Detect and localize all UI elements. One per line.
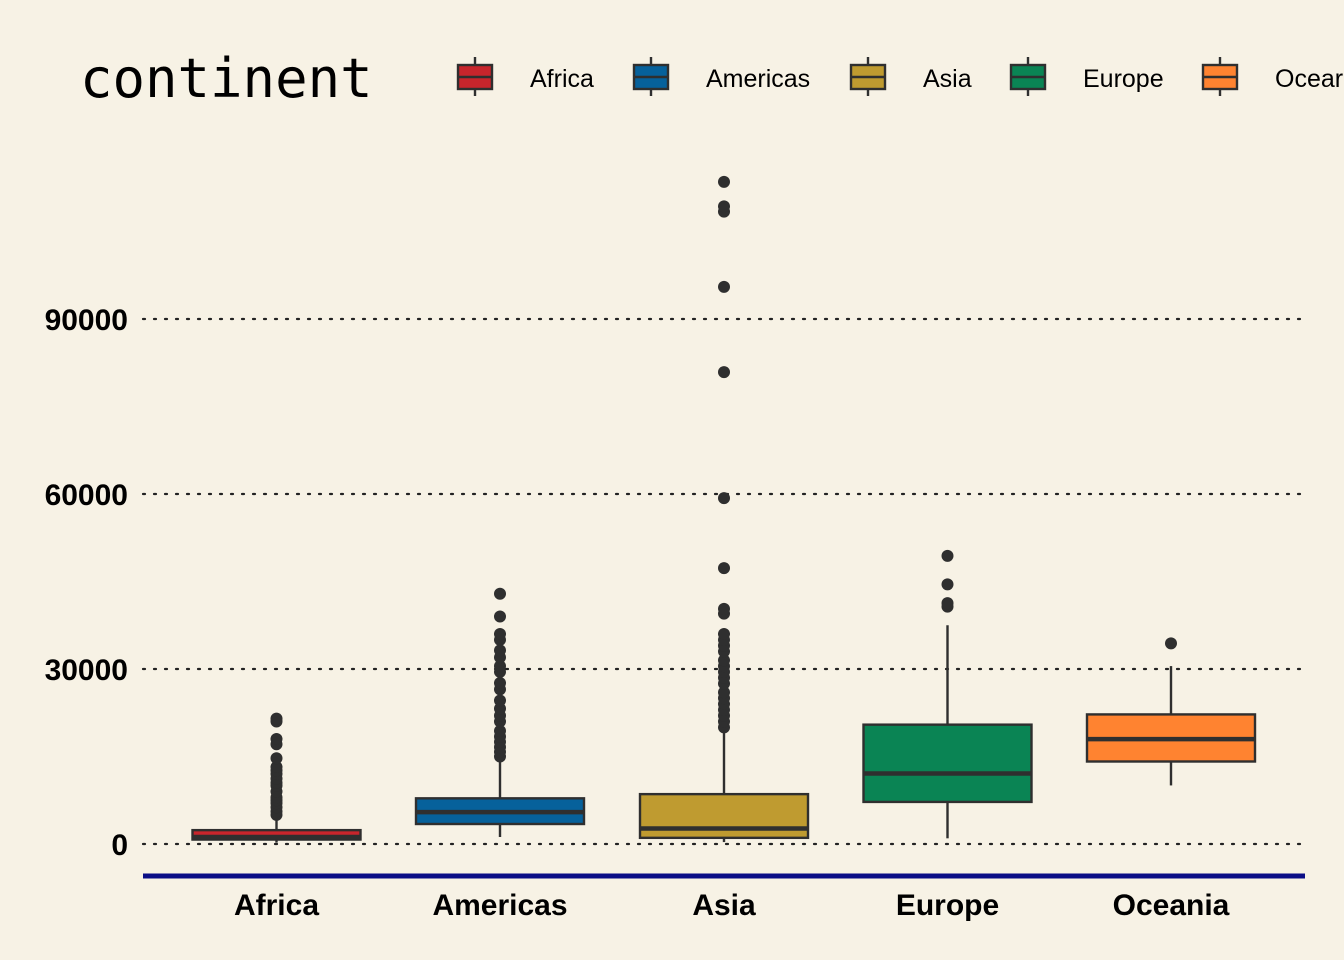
outlier-point [494,694,506,707]
outlier-point [494,628,506,640]
x-tick-label: Asia [692,889,756,922]
outlier-point [494,677,506,689]
outlier-point [718,492,730,505]
legend-label: Asia [923,65,972,93]
box-asia [638,175,810,843]
legend-item-africa: Africa [456,57,594,96]
legend-label: Europe [1083,65,1164,93]
outlier-point [718,686,730,699]
plot-area [191,175,1257,843]
outlier-point [718,602,730,615]
x-tick-label: Oceania [1113,889,1230,922]
y-tick-label: 0 [111,829,128,862]
iqr-box [862,723,1033,804]
legend-item-americas: Americas [632,57,810,96]
outlier-point [494,610,506,623]
outlier-point [1165,637,1177,650]
outlier-point [718,280,730,293]
legend: continent Africa Americas Asia Europe Ocear [80,47,1343,110]
outlier-point [941,549,954,562]
x-tick-label: Americas [432,889,567,922]
legend-label: Ocear [1275,65,1343,93]
box-africa [191,712,362,843]
box-europe [862,549,1033,839]
box-americas [414,587,586,837]
outlier-point [941,597,954,610]
x-tick-label: Africa [234,889,319,922]
outlier-point [718,175,730,188]
box-oceania [1085,637,1257,786]
outlier-point [718,562,730,575]
outlier-point [270,752,283,765]
outlier-point [718,628,730,640]
iqr-box [638,792,810,840]
outlier-point [270,761,283,773]
y-tick-label: 60000 [45,479,128,512]
outlier-point [494,660,506,673]
outlier-point [718,654,730,667]
outlier-point [270,733,283,745]
outlier-point [941,578,954,591]
outlier-point [494,644,506,657]
x-tick-label: Europe [896,889,999,922]
outlier-point [494,724,506,737]
axes: Africa Americas Asia Europe Oceania [143,873,1305,922]
outlier-point [718,366,730,379]
y-tick-label: 30000 [45,654,128,687]
legend-title: continent [80,47,373,110]
outlier-point [494,587,506,600]
outlier-point [718,200,730,213]
legend-item-oceania: Ocear [1201,57,1343,96]
y-tick-label: 90000 [45,304,128,337]
outlier-point [270,712,283,725]
legend-item-europe: Europe [1009,57,1164,96]
legend-label: Africa [530,65,594,93]
legend-label: Americas [706,65,810,93]
legend-item-asia: Asia [849,57,972,96]
grid: 0 30000 60000 90000 [45,304,1307,862]
